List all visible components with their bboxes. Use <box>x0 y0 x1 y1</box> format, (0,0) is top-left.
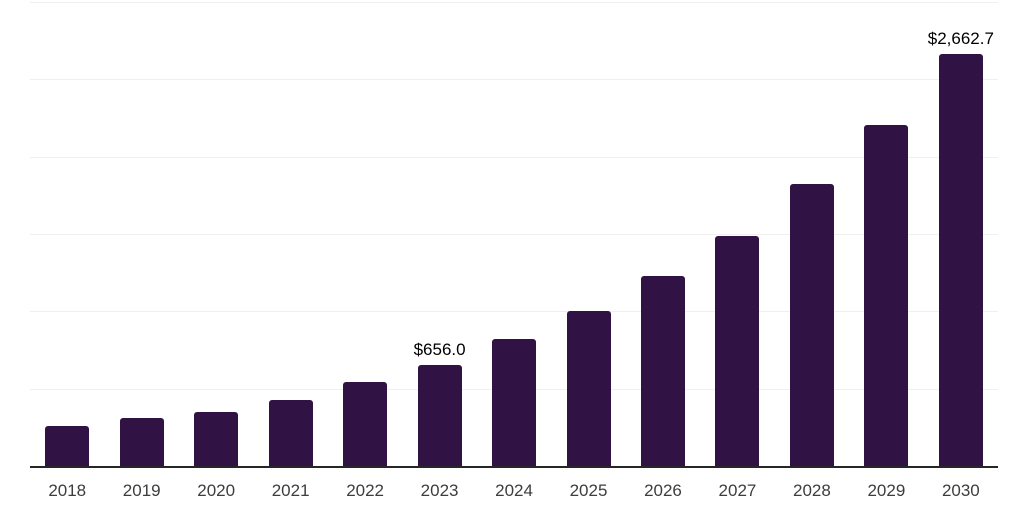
bar-2019 <box>119 418 164 466</box>
bar-slot <box>328 2 402 466</box>
bar-slot: $656.0 <box>402 2 476 466</box>
bar-slot <box>551 2 625 466</box>
bar-slot <box>253 2 327 466</box>
bar-2021 <box>268 399 313 466</box>
bar-slot <box>626 2 700 466</box>
bar-2030: $2,662.7 <box>928 29 994 466</box>
x-tick-label: 2027 <box>718 481 757 500</box>
x-tick-label: 2030 <box>941 481 980 500</box>
bar-slot <box>30 2 104 466</box>
bars-row: $656.0 $2,662.7 <box>30 2 998 466</box>
x-tick-label: 2026 <box>644 481 682 500</box>
x-tick-label: 2029 <box>867 481 906 500</box>
gridline <box>30 79 998 81</box>
gridline <box>30 234 998 235</box>
bar-2018 <box>45 425 90 466</box>
bar-slot <box>179 2 253 466</box>
x-tick-label: 2018 <box>48 481 87 500</box>
bar-2023: $656.0 <box>414 340 466 466</box>
x-tick-label: 2021 <box>271 481 310 500</box>
gridline <box>30 2 998 3</box>
x-tick-label: 2023 <box>420 481 459 500</box>
bar-2029 <box>864 124 909 466</box>
bar-2024 <box>492 339 537 466</box>
bar-2026 <box>640 275 685 466</box>
bar-value-label: $656.0 <box>413 339 466 359</box>
x-tick-label: 2028 <box>793 481 831 500</box>
bar-value-label: $2,662.7 <box>927 29 994 49</box>
x-tick-label: 2019 <box>122 481 161 500</box>
x-tick-label: 2024 <box>495 481 533 500</box>
bar-2028 <box>789 183 834 466</box>
plot-area: $656.0 $2,662.7 <box>30 2 998 468</box>
bar-slot <box>849 2 923 466</box>
bar-2022 <box>343 382 388 466</box>
bar-2020 <box>194 411 239 466</box>
bar-slot: $2,662.7 <box>924 2 998 466</box>
x-tick-label: 2022 <box>346 481 385 500</box>
bar-2025 <box>566 311 611 466</box>
bar-slot <box>700 2 774 466</box>
x-axis-labels: 2018 2019 2020 2021 2022 2023 2024 2025 2026 2027… <box>30 481 998 501</box>
bar-slot <box>775 2 849 466</box>
bar-slot <box>104 2 178 466</box>
gridline <box>30 311 998 313</box>
x-tick-label: 2025 <box>569 481 608 500</box>
bar-2027 <box>715 235 760 466</box>
gridline <box>30 156 998 158</box>
bar-slot <box>477 2 551 466</box>
x-tick-label: 2020 <box>197 481 236 500</box>
